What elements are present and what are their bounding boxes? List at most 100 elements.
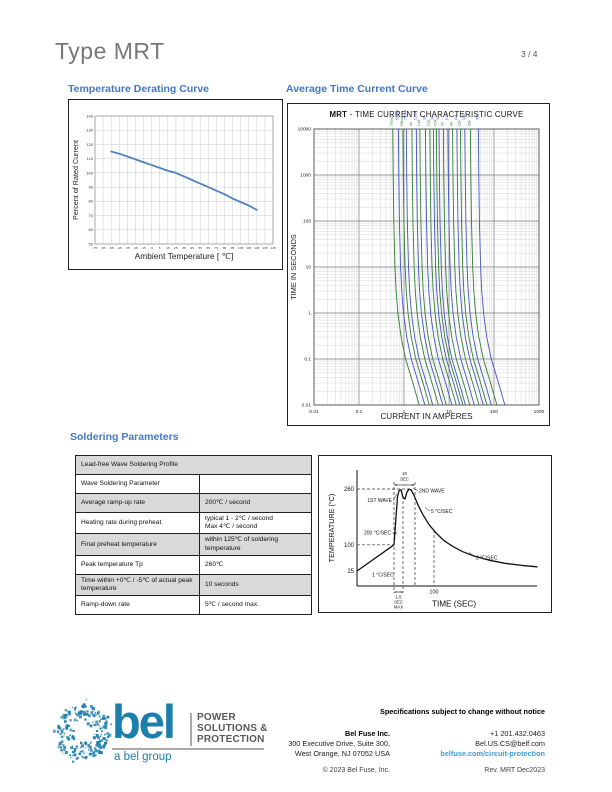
svg-text:120: 120 (86, 142, 93, 147)
brand-divider-vertical (190, 713, 192, 746)
company-address-line2: West Orange, NJ 07052 USA (294, 749, 390, 758)
svg-text:1000: 1000 (300, 173, 311, 179)
svg-text:1A: 1A (409, 121, 413, 126)
svg-text:500mA: 500mA (395, 109, 399, 120)
brand-tagline-line: PROTECTION (197, 734, 265, 745)
svg-text:10000: 10000 (298, 127, 312, 133)
svg-text:30A: 30A (475, 113, 479, 120)
svg-text:-15: -15 (141, 246, 146, 250)
svg-text:0.01: 0.01 (302, 403, 312, 409)
svg-text:Ambient Temperature [ ℃]: Ambient Temperature [ ℃] (135, 251, 234, 261)
svg-text:25: 25 (347, 569, 354, 575)
svg-text:100: 100 (303, 219, 311, 225)
tcc-curve (435, 128, 464, 406)
profile-curve (356, 488, 538, 572)
svg-text:200 °C/SEC: 200 °C/SEC (364, 531, 391, 537)
tcc-curve (419, 128, 447, 406)
svg-text:TEMPERATURE (°C): TEMPERATURE (°C) (327, 494, 336, 563)
tcc-curve (402, 128, 430, 406)
svg-text:35: 35 (182, 246, 186, 250)
tcc-curve (442, 128, 471, 406)
table-cell: Time within +0℃ / -5℃ of actual peak tem… (75, 573, 200, 597)
svg-text:0.1: 0.1 (356, 409, 363, 415)
svg-text:130: 130 (86, 128, 93, 133)
svg-text:12A: 12A (457, 119, 461, 126)
solder-profile-frame: 10 SEC 1.5 SEC MAX 260 100 25 100 TEMPERATURE (°C… (318, 455, 552, 613)
table-row: Time within +0℃ / -5℃ of actual peak tem… (75, 573, 313, 597)
svg-text:630mA: 630mA (400, 115, 404, 126)
svg-text:10A: 10A (454, 113, 458, 120)
table-row: Lead-free Wave Soldering Profile (74, 455, 313, 475)
table-cell: Lead-free Wave Soldering Profile (74, 455, 313, 475)
contact-block: +1 201.432.0463 Bel.US.CS@belf.com belfu… (395, 729, 545, 759)
table-cell: 5℃ / second max. (198, 595, 313, 616)
table-cell: Heating rate during preheat (75, 511, 200, 535)
table-cell: within 125℃ of soldering temperature (198, 533, 313, 556)
website-link[interactable]: belfuse.com/circuit-protection (440, 749, 545, 758)
table-cell: 10 seconds (198, 573, 313, 597)
tcc-curve (470, 128, 498, 406)
svg-text:95: 95 (231, 246, 235, 250)
table-row: Average ramp-up rate 200℃ / second (75, 493, 313, 513)
svg-text:100: 100 (490, 409, 498, 415)
svg-text:1: 1 (403, 409, 406, 415)
tcc-curve (452, 128, 480, 406)
svg-text:CURRENT IN AMPERES: CURRENT IN AMPERES (380, 412, 473, 421)
svg-text:MRT - TIME CURRENT CHARACTERIS: MRT - TIME CURRENT CHARACTERISTIC CURVE (329, 110, 523, 119)
svg-text:-75: -75 (93, 246, 98, 250)
svg-text:65: 65 (207, 246, 211, 250)
brand-tagline-line: SOLUTIONS & (197, 723, 268, 734)
table-cell: Ramp-down rate (75, 595, 200, 616)
svg-text:TIME IN SECONDS: TIME IN SECONDS (289, 234, 298, 300)
tcc-curve (415, 128, 444, 406)
tcc-curve (429, 128, 457, 406)
contact-phone: +1 201.432.0463 (490, 729, 545, 738)
table-row: Final preheat temperature within 125℃ of … (75, 533, 313, 556)
tcc-curve (464, 128, 492, 406)
svg-text:0.1: 0.1 (304, 357, 311, 363)
svg-text:0.01: 0.01 (309, 409, 319, 415)
svg-text:75: 75 (215, 246, 219, 250)
tcc-curves (392, 128, 506, 406)
tcc-chart-frame: 0.01 0.1 1 10 100 1000 10000 1000 100 10 1 0.1 0.01 M… (287, 103, 550, 426)
svg-text:1: 1 (308, 311, 311, 317)
svg-text:1.25A: 1.25A (413, 111, 417, 120)
brand-divider-horizontal (112, 748, 264, 750)
svg-text:80: 80 (89, 199, 94, 204)
section-heading-derating: Temperature Derating Curve (68, 83, 210, 95)
svg-text:3A: 3A (430, 115, 434, 120)
svg-text:5A: 5A (440, 121, 444, 126)
svg-text:-5: -5 (150, 246, 153, 250)
revision: Rev. MRT Dec2023 (484, 767, 545, 774)
time-current-chart: 0.01 0.1 1 10 100 1000 10000 1000 100 10 1 0.1 0.01 M… (289, 109, 545, 421)
tcc-curve (432, 128, 461, 406)
derating-chart-frame: -75 -65 -55 -45 -35 -25 -15 -5 5 15 25 35 45 55 65 75 85… (68, 99, 283, 270)
contact-email: Bel.US.CS@belf.com (475, 739, 545, 748)
tcc-grid (313, 128, 540, 406)
svg-text:115: 115 (246, 246, 251, 250)
tcc-curve (438, 128, 466, 406)
svg-text:8A: 8A (450, 121, 454, 126)
svg-text:135: 135 (262, 246, 267, 250)
svg-text:45: 45 (190, 246, 194, 250)
tcc-curve (425, 128, 453, 406)
table-cell: 260℃ (198, 554, 313, 575)
svg-text:90: 90 (89, 185, 94, 190)
svg-text:5: 5 (159, 246, 161, 250)
tcc-curve (397, 128, 426, 406)
svg-text:TIME (SEC): TIME (SEC) (432, 600, 476, 609)
svg-text:2A: 2A (422, 115, 426, 120)
derating-chart: -75 -65 -55 -45 -35 -25 -15 -5 5 15 25 35 45 55 65 75 85… (71, 113, 276, 261)
svg-text:10: 10 (446, 409, 452, 415)
table-row: Ramp-down rate 5℃ / second max. (75, 595, 313, 616)
svg-text:2 °C/SEC: 2 °C/SEC (476, 556, 498, 562)
svg-text:100: 100 (344, 543, 355, 549)
svg-text:1.5: 1.5 (396, 595, 403, 600)
table-cell: Final preheat temperature (75, 533, 200, 556)
page-title: Type MRT (55, 38, 165, 64)
svg-text:15A: 15A (462, 113, 466, 120)
svg-text:85: 85 (223, 246, 227, 250)
svg-text:3.5A: 3.5A (433, 119, 437, 126)
bel-wordmark: bel (112, 695, 176, 748)
svg-text:145: 145 (270, 246, 275, 250)
